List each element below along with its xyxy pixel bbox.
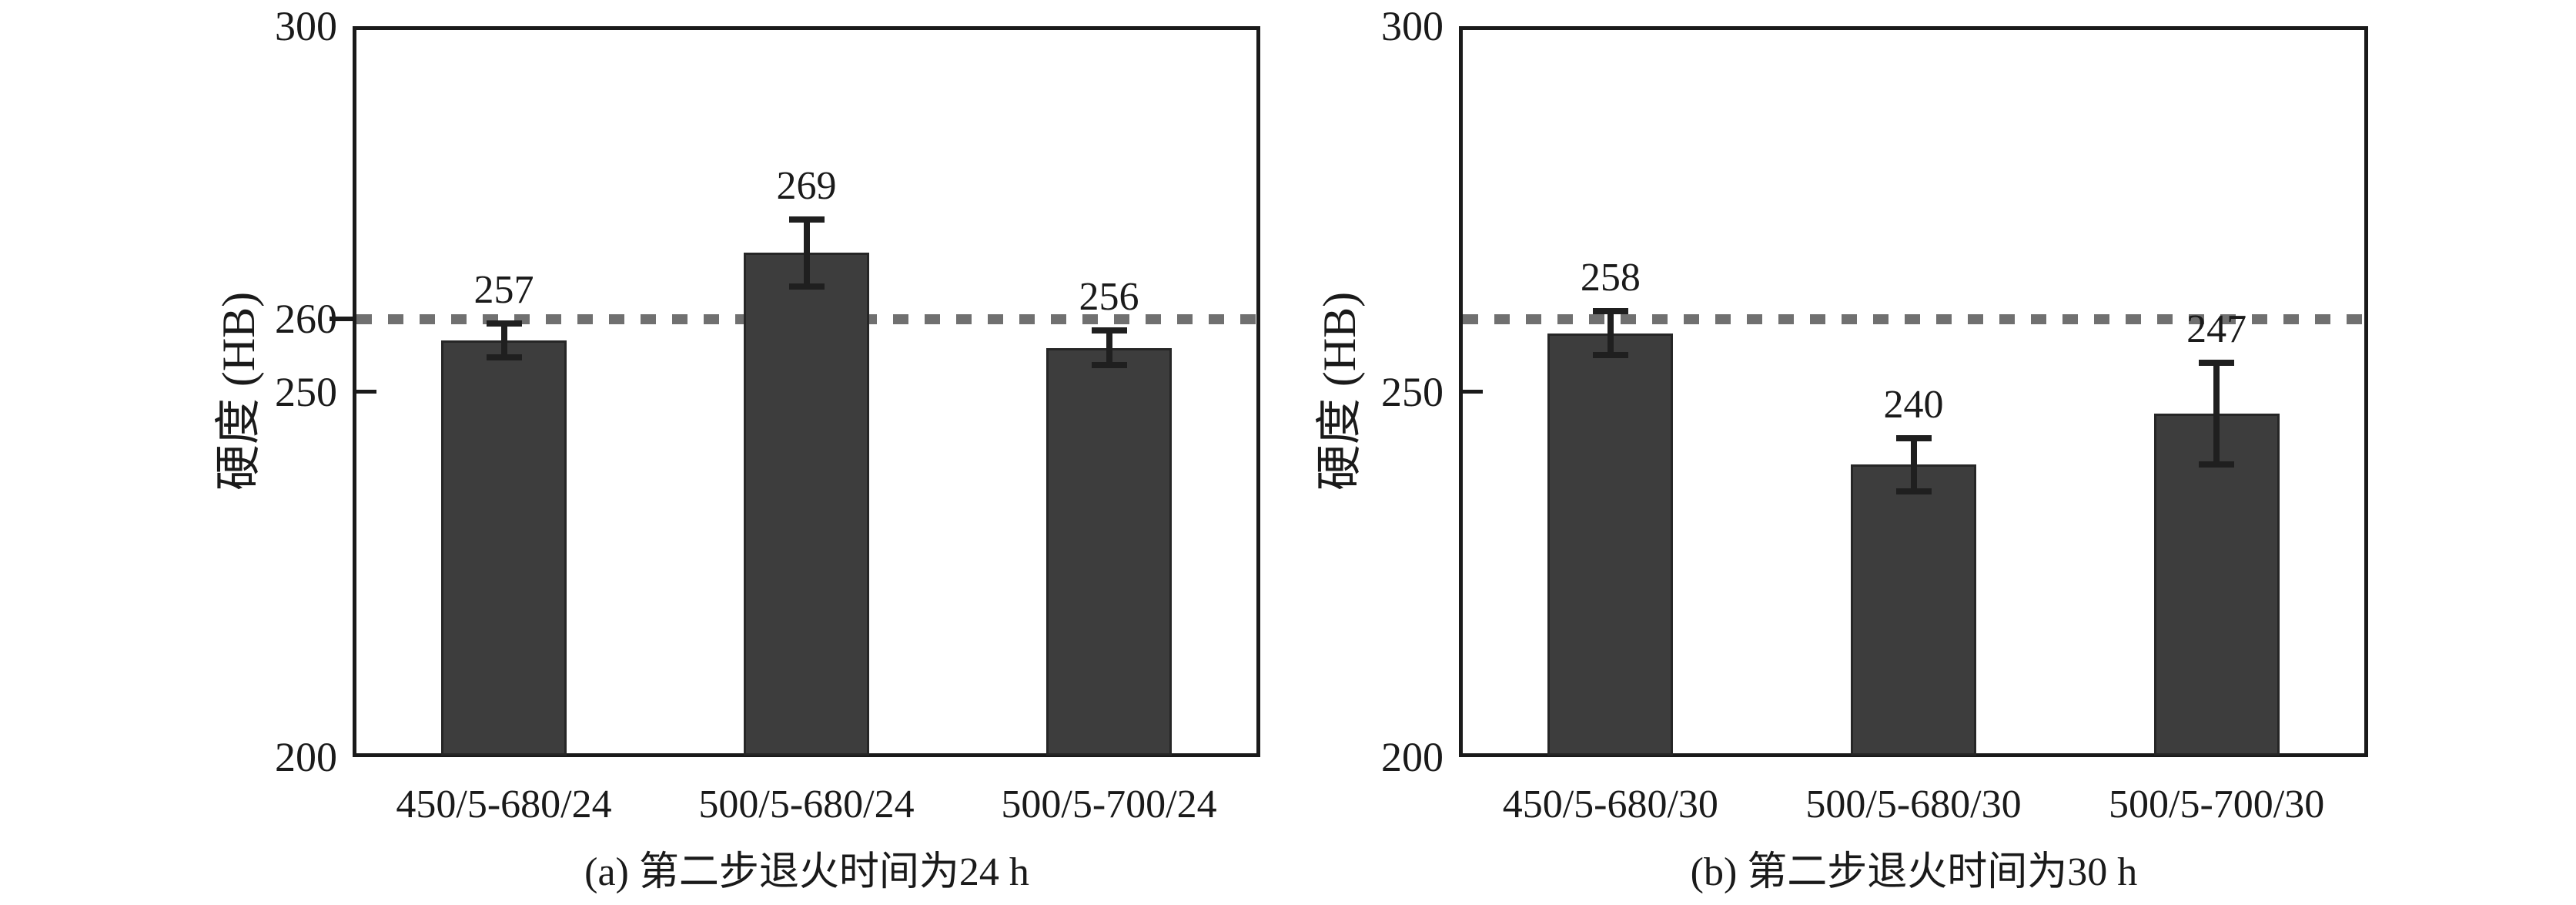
bar-value-label: 258 xyxy=(1580,256,1641,300)
bar-value-label: 269 xyxy=(776,163,837,208)
x-tick-label: 500/5-680/30 xyxy=(1805,783,2022,826)
error-bar-cap xyxy=(2199,359,2235,366)
y-tick-mark xyxy=(330,316,353,321)
reference-dotted-line xyxy=(1463,313,2364,324)
bar xyxy=(744,253,869,756)
y-tick-label: 200 xyxy=(275,734,337,780)
error-bar-cap xyxy=(2199,461,2235,468)
error-bar-cap xyxy=(788,283,825,290)
x-tick-label: 500/5-700/30 xyxy=(2109,783,2325,826)
y-tick-label: 260 xyxy=(275,295,337,342)
x-tick-label: 500/5-700/24 xyxy=(1001,783,1217,826)
error-bar-cap xyxy=(1895,435,1932,442)
error-bar xyxy=(803,219,810,287)
caption-b: (b) 第二步退火时间为30 h xyxy=(1690,850,2138,894)
error-bar xyxy=(1607,311,1614,356)
y-tick-label: 250 xyxy=(1381,368,1444,415)
error-bar-cap xyxy=(486,354,522,360)
error-bar xyxy=(500,323,507,357)
bar-value-label: 240 xyxy=(1883,383,1944,427)
y-tick-mark xyxy=(356,389,376,394)
y-tick-label: 300 xyxy=(1381,3,1444,49)
x-tick-label: 500/5-680/24 xyxy=(698,783,915,826)
error-bar xyxy=(2213,362,2220,465)
error-bar-cap xyxy=(788,216,825,223)
y-tick-label: 200 xyxy=(1381,734,1444,780)
y-tick-mark xyxy=(1463,389,1483,394)
y-tick-label: 300 xyxy=(275,3,337,49)
error-bar-cap xyxy=(1091,362,1127,369)
bar xyxy=(1851,464,1976,756)
bar xyxy=(1547,333,1674,756)
error-bar-cap xyxy=(1091,327,1127,334)
error-bar-cap xyxy=(1592,352,1628,359)
caption-a: (a) 第二步退火时间为24 h xyxy=(584,850,1029,894)
x-tick-label: 450/5-680/24 xyxy=(396,783,612,826)
error-bar xyxy=(1910,438,1917,491)
bar xyxy=(2153,413,2280,756)
error-bar xyxy=(1106,330,1112,366)
y-tick-label: 250 xyxy=(275,368,337,415)
bar xyxy=(1046,347,1172,756)
bar-value-label: 257 xyxy=(473,268,534,313)
bar-value-label: 256 xyxy=(1079,274,1139,319)
bar xyxy=(441,340,567,756)
bar-value-label: 247 xyxy=(2186,307,2247,351)
error-bar-cap xyxy=(1895,488,1932,494)
x-tick-label: 450/5-680/30 xyxy=(1502,783,1718,826)
error-bar-cap xyxy=(486,320,522,327)
error-bar-cap xyxy=(1592,308,1628,315)
